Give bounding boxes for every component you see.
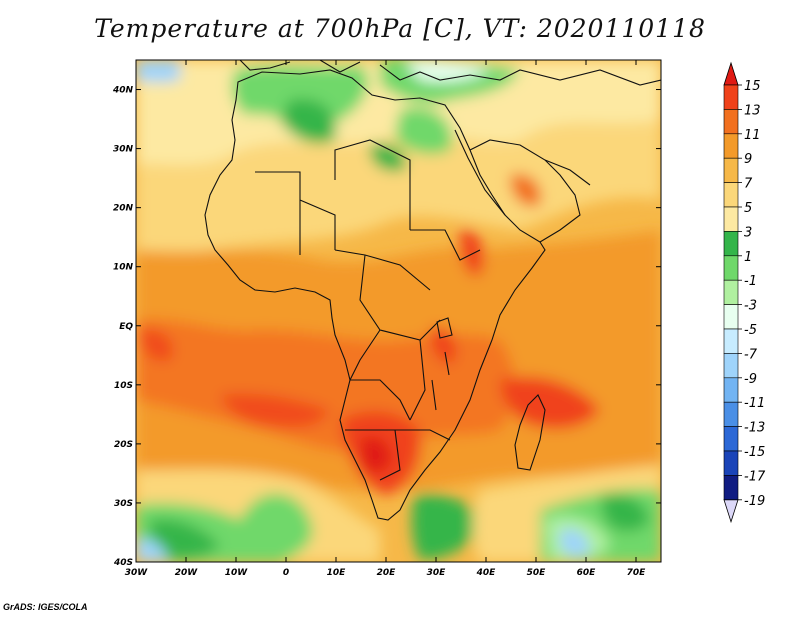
colorbar-segment (723, 353, 739, 379)
colorbar-segment (723, 133, 739, 159)
lat-tick-label: 20N (113, 204, 134, 214)
colorbar-label: -9 (744, 372, 757, 387)
colorbar-label: -5 (744, 323, 757, 338)
lat-tick-label: 40N (112, 86, 134, 96)
colorbar-segment (723, 157, 739, 183)
coastlines (204, 60, 661, 521)
lon-tick-label: 40E (476, 568, 497, 578)
lat-tick-label: 10S (114, 381, 133, 391)
lon-tick-label: 50E (527, 568, 547, 578)
colorbar-segment (723, 109, 739, 135)
lon-tick-label: 0 (283, 568, 289, 578)
colorbar-label: 3 (744, 225, 752, 240)
colorbar-label: 9 (744, 152, 752, 167)
colorbar-label: -15 (744, 445, 765, 460)
lat-tick-label: 10N (113, 263, 134, 273)
colorbar-label: 15 (744, 79, 761, 94)
lat-tick-label: 30S (114, 499, 133, 509)
colorbar-segment (723, 206, 739, 232)
colorbar-bottom-arrow (723, 499, 739, 524)
lat-tick-label: EQ (119, 322, 133, 332)
colorbar-segment (723, 255, 739, 281)
lon-tick-label: 70E (627, 568, 647, 578)
colorbar-segment (723, 328, 739, 354)
colorbar-label: 7 (744, 177, 753, 192)
map-frame (135, 59, 662, 563)
colorbar: 15 13 11 9 7 5 3 1 -1 -3 -5 -7 -9 -11 -13 -15 -17 -19 (723, 61, 766, 524)
map-title: Temperature at 700hPa [C], VT: 202011011… (94, 14, 706, 43)
colorbar-segment (723, 377, 739, 403)
lon-tick-label: 60E (577, 568, 597, 578)
temperature-field (136, 60, 661, 562)
colorbar-segment (723, 182, 739, 208)
colorbar-label: -17 (744, 469, 766, 484)
lon-tick-label: 20E (377, 568, 397, 578)
colorbar-segment (723, 426, 739, 452)
colorbar-segment (723, 84, 739, 110)
colorbar-label: -19 (744, 494, 765, 509)
colorbar-label: 5 (744, 201, 752, 216)
lat-tick-label: 20S (114, 440, 133, 450)
lat-tick-label: 30N (113, 145, 134, 155)
colorbar-segment (723, 450, 739, 476)
longitude-axis: 30W 20W 10W 0 10E 20E 30E 40E 50E 60E 70E (125, 60, 646, 578)
colorbar-label: -7 (744, 347, 758, 362)
colorbar-top-arrow (723, 61, 739, 86)
colorbar-segment (723, 401, 739, 427)
lon-tick-label: 30E (427, 568, 447, 578)
colorbar-label: -1 (744, 274, 757, 289)
lon-tick-label: 30W (125, 568, 149, 578)
colorbar-label: 1 (744, 250, 752, 265)
colorbar-label: -3 (744, 299, 757, 314)
lon-tick-label: 10E (327, 568, 347, 578)
lat-tick-label: 40S (113, 558, 133, 568)
colorbar-segment (723, 475, 739, 501)
colorbar-label: 13 (744, 103, 761, 118)
colorbar-segment (723, 279, 739, 305)
lon-tick-label: 10W (225, 568, 249, 578)
colorbar-segment (723, 304, 739, 330)
colorbar-label: -13 (744, 421, 765, 436)
grads-credit: GrADS: IGES/COLA (3, 602, 88, 612)
colorbar-label: 11 (744, 128, 761, 143)
colorbar-segment (723, 231, 739, 257)
colorbar-label: -11 (744, 396, 765, 411)
latitude-axis: 40N 30N 20N 10N EQ 10S 20S 30S 40S (112, 86, 661, 568)
lon-tick-label: 20W (175, 568, 199, 578)
